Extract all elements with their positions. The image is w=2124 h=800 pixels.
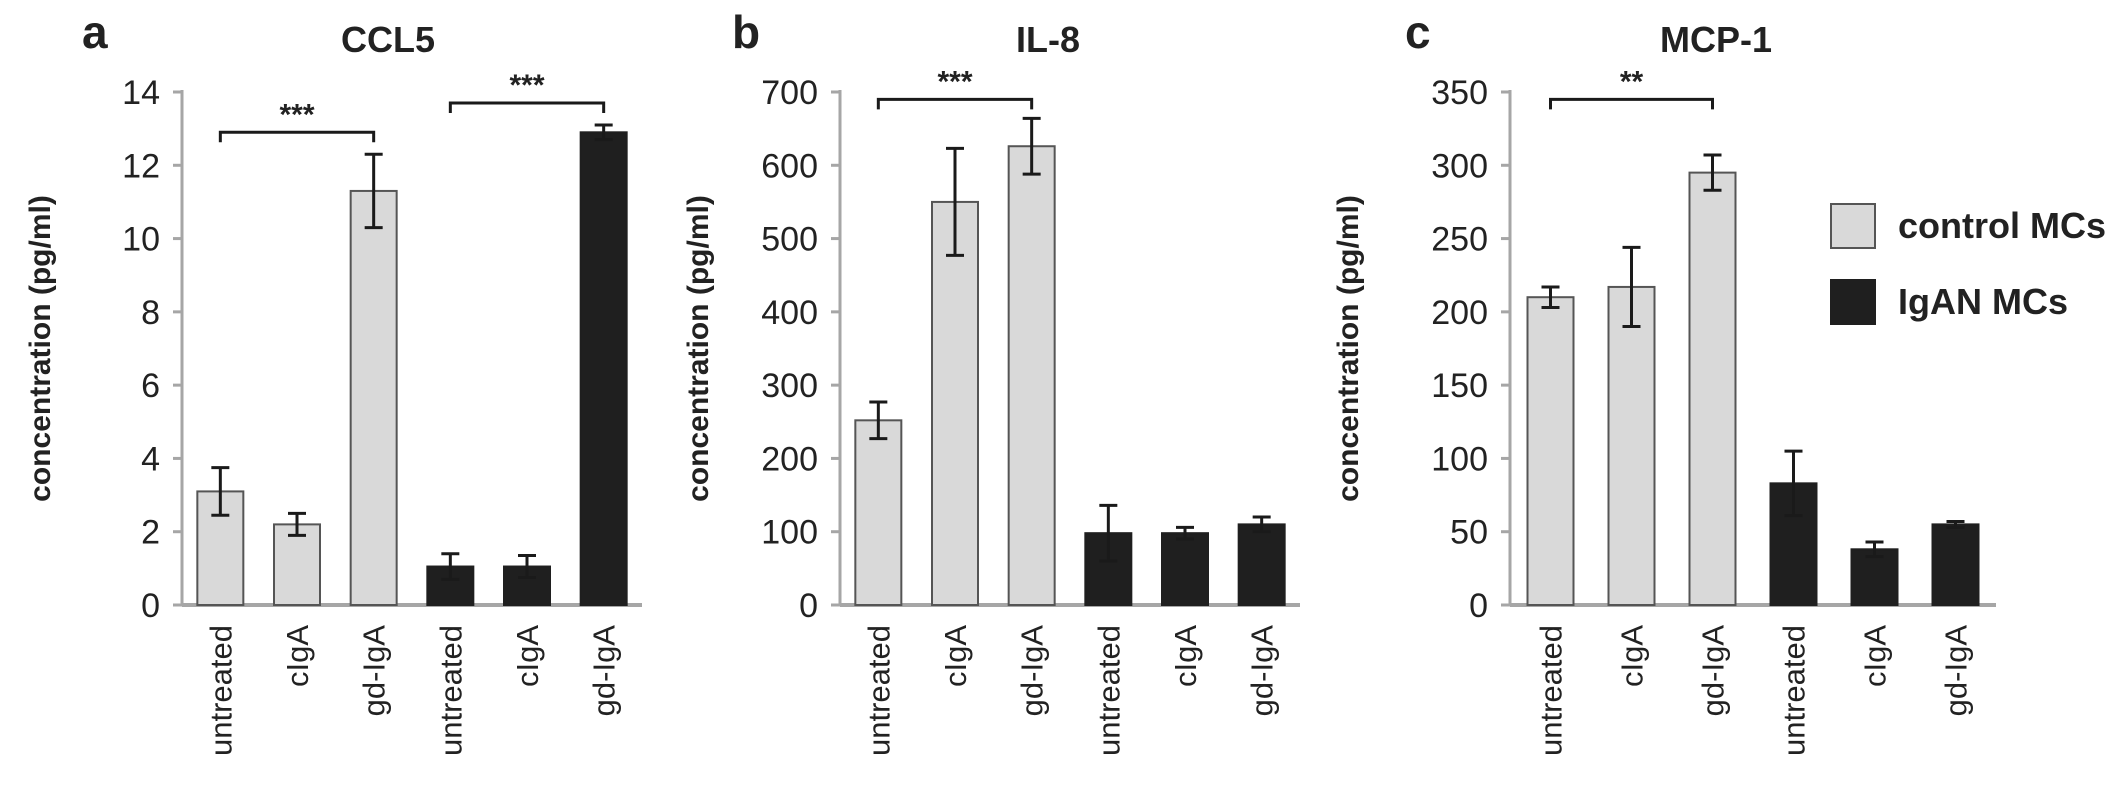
y-tick-label-c: 50 [1450,514,1488,552]
bar-a-2 [349,189,398,607]
significance-label-a-0: *** [279,98,314,131]
bar-a-1 [273,523,321,607]
category-label-c-3: untreated [1777,625,1812,756]
legend-label-igan: IgAN MCs [1898,281,2068,322]
category-label-c-5: gd-IgA [1939,625,1974,717]
y-tick-label-a: 14 [122,74,160,112]
category-label-a-4: cIgA [510,625,545,687]
bar-b-0 [854,419,903,606]
legend-item-control: control MCs [1830,202,2106,250]
category-label-b-3: untreated [1091,625,1126,756]
category-label-b-4: cIgA [1168,625,1203,687]
y-tick-label-b: 200 [761,440,818,478]
y-tick-label-b: 700 [761,74,818,112]
category-label-c-4: cIgA [1858,625,1893,687]
category-label-c-2: gd-IgA [1696,625,1731,717]
y-tick-label-a: 10 [122,221,160,259]
y-tick-label-b: 100 [761,514,818,552]
legend-swatch-igan [1830,279,1876,325]
y-tick-label-b: 300 [761,367,818,405]
y-axis-label-b: concentration (pg/ml) [682,195,715,502]
y-tick-label-b: 500 [761,221,818,259]
y-tick-label-c: 100 [1431,440,1488,478]
bar-a-5 [579,131,628,607]
chart-title-b: IL-8 [1016,19,1080,60]
bar-b-1 [931,200,979,607]
y-tick-label-c: 0 [1469,587,1488,625]
y-tick-label-a: 0 [141,587,160,625]
legend-swatch-control [1830,203,1876,249]
y-tick-label-a: 4 [141,440,160,478]
chart-title-c: MCP-1 [1660,19,1772,60]
bar-b-2 [1007,145,1056,607]
y-tick-label-c: 250 [1431,221,1488,259]
y-tick-label-a: 6 [141,367,160,405]
category-label-b-5: gd-IgA [1245,625,1280,717]
category-label-b-2: gd-IgA [1015,625,1050,717]
y-tick-label-c: 350 [1431,74,1488,112]
category-label-a-2: gd-IgA [357,625,392,717]
significance-label-c-0: ** [1620,65,1644,98]
category-label-a-0: untreated [203,625,238,756]
y-tick-label-b: 600 [761,147,818,185]
significance-bracket-a-1 [448,101,606,113]
panel-letter-b: b [732,6,760,58]
bar-c-5 [1931,523,1980,607]
y-tick-label-a: 8 [141,294,160,332]
y-tick-label-a: 12 [122,147,160,185]
bar-c-4 [1850,548,1899,606]
category-label-b-1: cIgA [938,625,973,687]
category-label-a-5: gd-IgA [587,625,622,717]
bar-c-2 [1688,171,1737,606]
category-label-b-0: untreated [861,625,896,756]
significance-label-a-1: *** [509,69,544,102]
panel-letter-c: c [1405,6,1431,58]
y-tick-label-a: 2 [141,514,160,552]
category-label-c-0: untreated [1534,625,1569,756]
significance-bracket-c-0 [1549,97,1714,110]
significance-bracket-b-0 [876,97,1034,110]
category-label-a-1: cIgA [280,625,315,687]
bar-b-5 [1237,523,1286,607]
y-tick-label-b: 0 [799,587,818,625]
y-tick-label-c: 150 [1431,367,1488,405]
legend-label-control: control MCs [1898,205,2107,246]
bar-c-1 [1607,285,1656,606]
category-label-c-1: cIgA [1615,625,1650,687]
category-label-a-3: untreated [433,625,468,756]
bar-c-0 [1526,296,1575,606]
significance-bracket-a-0 [218,130,376,143]
bar-b-4 [1161,532,1209,606]
y-axis-label-a: concentration (pg/ml) [24,195,57,502]
significance-label-b-0: *** [937,65,972,98]
panel-letter-a: a [82,6,108,58]
chart-title-a: CCL5 [341,19,435,60]
legend-item-igan: IgAN MCs [1830,278,2068,326]
y-axis-label-c: concentration (pg/ml) [1332,195,1365,502]
y-tick-label-b: 400 [761,294,818,332]
y-tick-label-c: 200 [1431,294,1488,332]
y-tick-label-c: 300 [1431,147,1488,185]
